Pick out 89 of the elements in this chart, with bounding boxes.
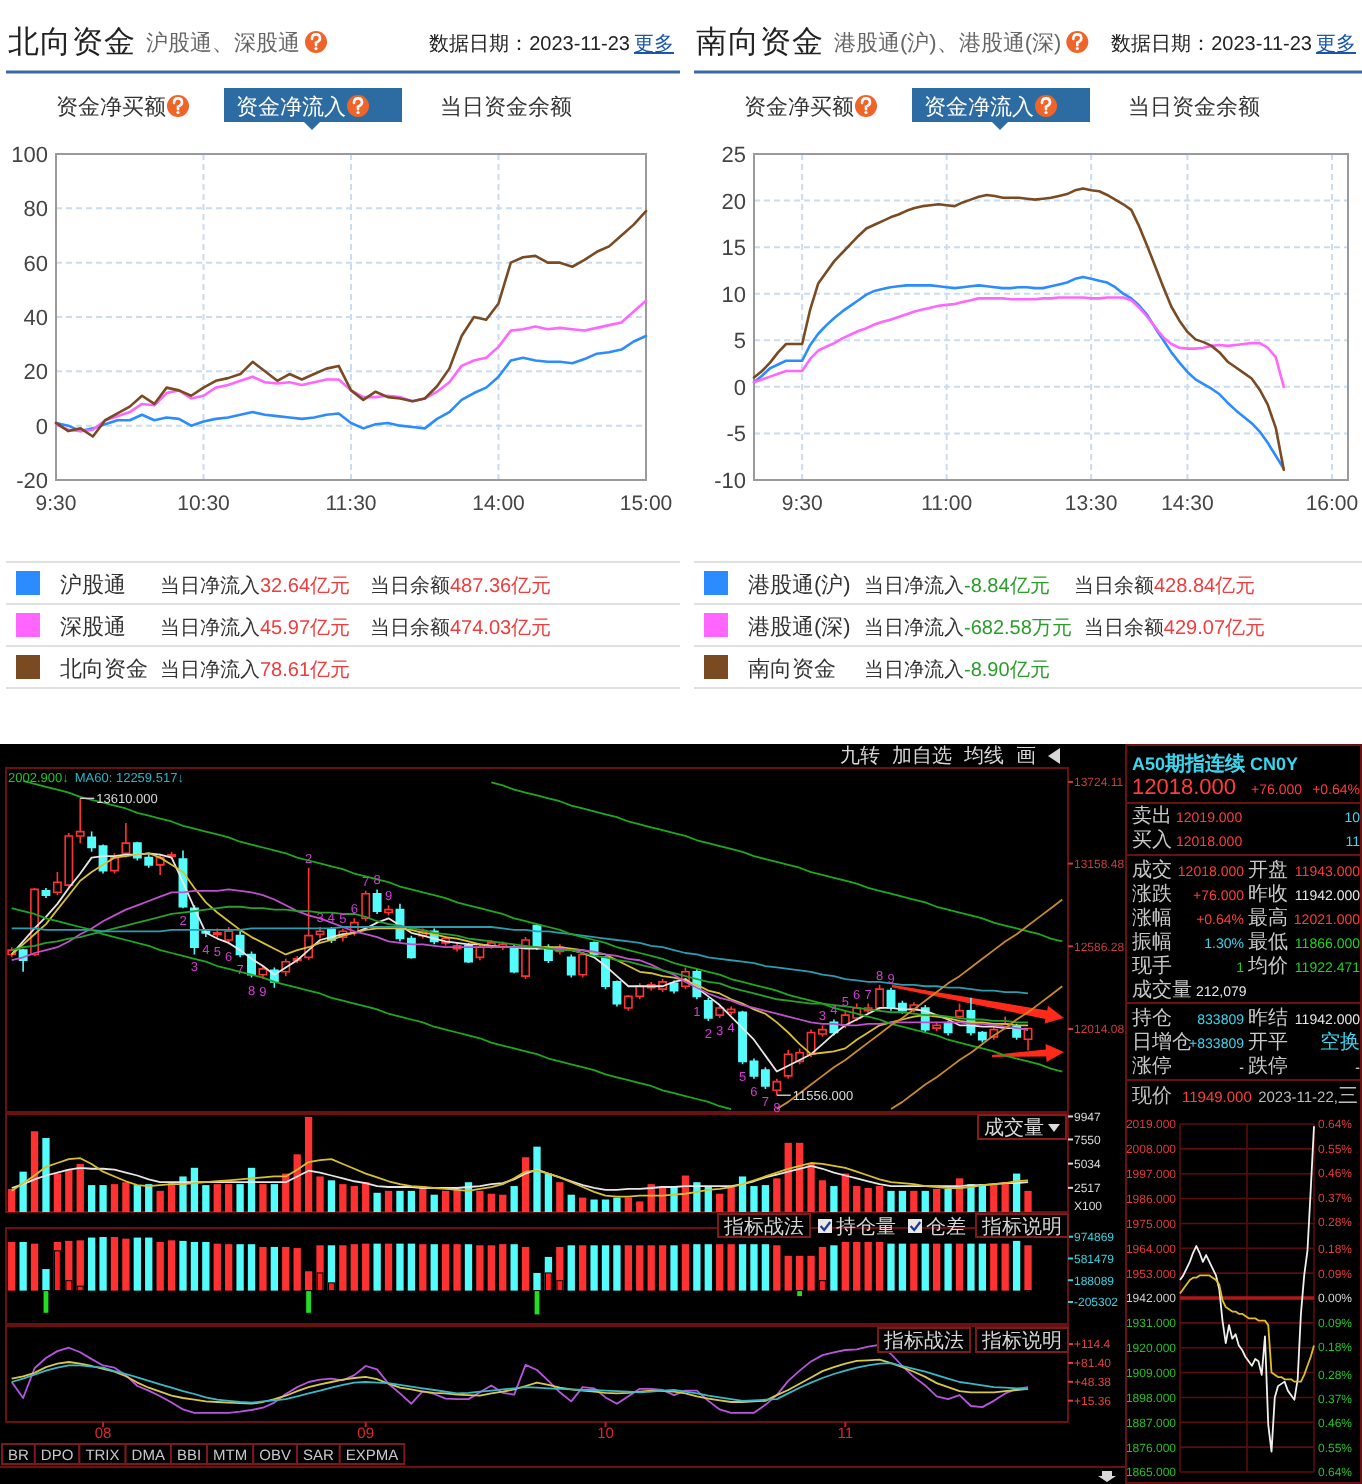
legend-label: 港股通(沪) xyxy=(748,572,851,598)
y-tick-label: -20 xyxy=(16,470,48,494)
text: 卖出 xyxy=(1132,804,1172,828)
annotation: 持仓量 xyxy=(836,1215,896,1239)
text: 当日资金余额 xyxy=(440,94,572,120)
text: 涨跌 xyxy=(1132,882,1172,906)
text: 当日净流入-682.58万元 xyxy=(864,616,1072,640)
text: 当日净流入-8.84亿元 xyxy=(864,574,1050,598)
y-tick-label: 0 xyxy=(35,415,48,440)
legend-label: 港股通(深) xyxy=(748,614,851,640)
annotation: 画 xyxy=(1016,746,1036,768)
text: 当日余额428.84亿元 xyxy=(1074,574,1256,598)
text: 均价 xyxy=(1246,954,1288,978)
text: A50期指连续 CN0Y xyxy=(1132,752,1299,776)
annotation: 成交量 xyxy=(984,1116,1044,1140)
y-tick-label: 60 xyxy=(23,252,48,277)
y-tick-label: 5 xyxy=(733,330,746,355)
text: 空换 xyxy=(1320,1030,1360,1054)
y-tick-label: 20 xyxy=(721,190,746,215)
y-tick-label: -10 xyxy=(714,470,746,494)
x-tick-label: 9:30 xyxy=(35,492,77,516)
text: 更多 xyxy=(634,32,674,56)
x-tick-label: 10:30 xyxy=(177,492,231,516)
x-tick-label: 14:00 xyxy=(472,492,526,516)
x-tick-label: 13:30 xyxy=(1064,492,1118,516)
text: 持仓 xyxy=(1132,1006,1172,1030)
legend-label: 深股通 xyxy=(60,614,126,640)
y-tick-label: 40 xyxy=(23,307,48,331)
text: 12018.000 xyxy=(1132,776,1236,800)
text: 数据日期：2023-11-23 xyxy=(1111,32,1313,56)
text: 当日余额474.03亿元 xyxy=(370,616,552,640)
x-tick-label: 14:30 xyxy=(1161,492,1215,516)
text: 当日余额487.36亿元 xyxy=(370,574,552,598)
text: 成交量 xyxy=(1132,978,1192,1002)
legend-label: 北向资金 xyxy=(60,656,148,682)
text: 最低 xyxy=(1248,932,1288,954)
text: 振幅 xyxy=(1132,930,1172,954)
text: 成交 xyxy=(1132,858,1172,882)
text: 当日余额429.07亿元 xyxy=(1083,616,1266,640)
legend-label: 南向资金 xyxy=(748,656,836,682)
text: 当日净流入45.97亿元 xyxy=(160,616,351,640)
text: 当日净流入-8.90亿元 xyxy=(864,658,1050,682)
text: 跌停 xyxy=(1248,1054,1288,1078)
text: 昨结 xyxy=(1248,1006,1288,1030)
text: 当日净流入78.61亿元 xyxy=(160,658,351,682)
annotation: 指标战法 xyxy=(882,1329,964,1353)
y-tick-label: 80 xyxy=(23,198,48,223)
x-tick-label: 9:30 xyxy=(781,492,823,516)
y-tick-label: 15 xyxy=(721,237,746,262)
text: 当日资金余额 xyxy=(1128,94,1260,120)
text: 日增仓 xyxy=(1132,1030,1192,1054)
chart-title: 北向资金 xyxy=(8,24,136,60)
text: 资金净买额 xyxy=(56,94,166,120)
text: 涨停 xyxy=(1132,1054,1172,1078)
legend-label: 沪股通 xyxy=(60,572,126,598)
annotation: 加自选 xyxy=(892,744,952,768)
y-tick-label: 10 xyxy=(721,283,746,308)
y-tick-label: -5 xyxy=(726,423,746,448)
x-tick-label: 16:00 xyxy=(1305,492,1359,516)
text: 数据日期：2023-11-23 xyxy=(429,32,631,56)
x-tick-label: 15:00 xyxy=(619,492,673,516)
annotation: 指标说明 xyxy=(980,1215,1062,1239)
text: 更多 xyxy=(1316,32,1356,56)
text: 最高 xyxy=(1248,906,1288,930)
text: 开盘 xyxy=(1248,858,1288,882)
x-tick-label: 11:30 xyxy=(325,492,377,516)
chart-subtitle: 沪股通、深股通 xyxy=(146,30,300,56)
text: 资金净流入 xyxy=(924,94,1034,120)
text: 开平 xyxy=(1248,1032,1288,1054)
x-tick-label: 11:00 xyxy=(921,492,973,516)
text: 现手 xyxy=(1132,954,1172,978)
y-tick-label: 25 xyxy=(721,144,746,168)
text: 涨幅 xyxy=(1132,906,1172,930)
text: 现价 xyxy=(1132,1084,1172,1108)
y-tick-label: 100 xyxy=(11,144,48,168)
chart-title: 南向资金 xyxy=(696,24,824,60)
annotation: 指标说明 xyxy=(980,1329,1062,1353)
text: 昨收 xyxy=(1248,882,1288,906)
y-tick-label: 20 xyxy=(23,361,48,386)
annotation: 均线 xyxy=(962,744,1004,768)
text: 资金净买额 xyxy=(744,94,854,120)
text: 当日净流入32.64亿元 xyxy=(160,574,351,598)
y-tick-label: 0 xyxy=(733,376,746,401)
text: 资金净流入 xyxy=(236,94,346,120)
annotation: 指标战法 xyxy=(722,1215,804,1239)
annotation: 仓差 xyxy=(926,1215,966,1239)
chart-subtitle: 港股通(沪)、港股通(深) xyxy=(834,30,1062,56)
annotation: 九转 xyxy=(840,744,880,768)
text: 买入 xyxy=(1132,828,1172,852)
